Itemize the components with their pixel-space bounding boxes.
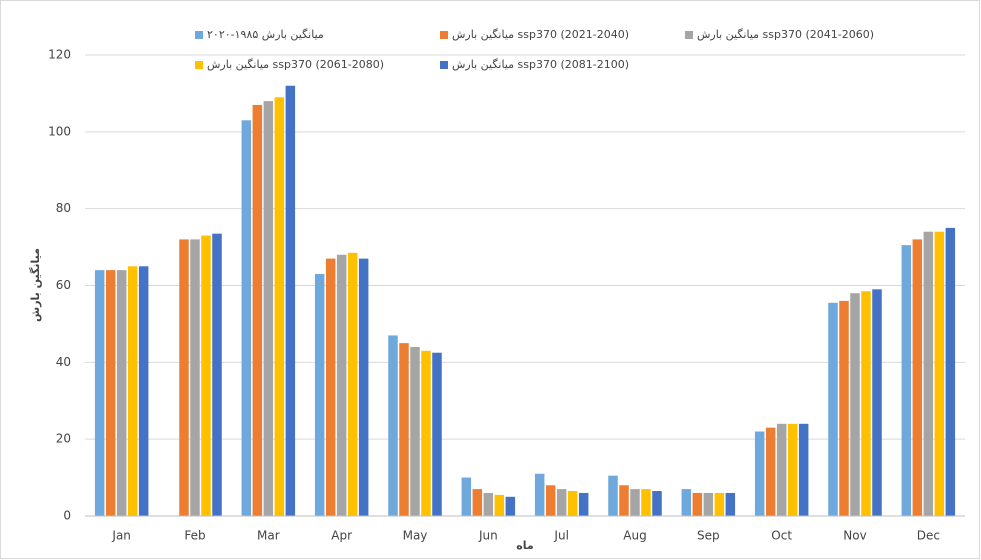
bar — [714, 492, 725, 516]
x-tick-label: Aug — [623, 529, 646, 543]
bar — [347, 252, 358, 517]
bar — [534, 473, 545, 516]
bar — [798, 423, 809, 516]
bar — [116, 270, 127, 516]
bar — [619, 485, 629, 516]
x-tick-label: Apr — [331, 529, 352, 543]
y-tick-label: 80 — [56, 201, 71, 215]
bar — [945, 227, 956, 516]
x-tick-label: Jun — [478, 529, 498, 543]
bar — [934, 231, 945, 516]
bar — [850, 293, 860, 516]
x-tick-label: Jan — [111, 529, 131, 543]
bar — [901, 245, 912, 516]
legend-swatch — [195, 61, 203, 69]
bar — [252, 104, 263, 517]
bar — [494, 494, 505, 516]
bar — [505, 496, 516, 516]
bar — [787, 423, 798, 516]
x-axis-title: ماه — [516, 539, 533, 552]
bar — [681, 489, 692, 516]
bar — [138, 266, 149, 516]
bar — [432, 352, 442, 516]
bar — [274, 97, 285, 516]
bar — [703, 492, 714, 516]
bar — [861, 291, 871, 516]
bar — [556, 489, 567, 516]
bar — [483, 492, 494, 516]
x-tick-label: Dec — [917, 529, 940, 543]
bar — [399, 343, 409, 516]
bar — [325, 258, 336, 516]
x-tick-label: Mar — [257, 529, 280, 543]
bar — [388, 335, 398, 516]
bar — [630, 489, 640, 516]
y-tick-label: 120 — [48, 48, 71, 62]
bar — [567, 491, 578, 516]
bar — [839, 300, 849, 516]
y-tick-label: 40 — [56, 355, 71, 369]
y-tick-label: 60 — [56, 278, 71, 292]
bar — [105, 270, 116, 516]
legend-label: میانگین بارش ssp370 (2081-2100) — [452, 58, 629, 71]
bar — [776, 423, 787, 516]
bar — [754, 431, 765, 516]
bar — [652, 491, 662, 516]
bar — [190, 239, 200, 516]
x-tick-label: Oct — [771, 529, 792, 543]
bar — [641, 489, 651, 516]
bar — [765, 427, 776, 516]
bar — [828, 302, 838, 516]
x-tick-label: Sep — [697, 529, 720, 543]
y-axis-title: میانگین بارش — [29, 248, 42, 322]
legend-label: میانگین بارش ۱۹۸۵-۲۰۲۰ — [207, 28, 324, 41]
bar — [472, 489, 483, 516]
bar — [358, 258, 369, 516]
y-tick-label: 100 — [48, 124, 71, 138]
bar — [725, 492, 736, 516]
legend-swatch — [685, 31, 693, 39]
bar — [912, 239, 923, 516]
bar — [179, 239, 189, 516]
legend-swatch — [195, 31, 203, 39]
legend-label: میانگین بارش ssp370 (2021-2040) — [452, 28, 629, 41]
legend-label: میانگین بارش ssp370 (2041-2060) — [697, 28, 874, 41]
bar — [923, 231, 934, 516]
bar — [545, 485, 556, 516]
x-tick-label: Nov — [843, 529, 866, 543]
bar — [127, 266, 138, 516]
bar — [410, 346, 420, 516]
bar — [94, 270, 105, 516]
x-tick-label: May — [403, 529, 428, 543]
y-tick-label: 20 — [56, 432, 71, 446]
bar — [263, 101, 274, 516]
y-tick-label: 0 — [63, 509, 71, 523]
legend-label: میانگین بارش ssp370 (2061-2080) — [207, 58, 384, 71]
bar — [241, 120, 252, 516]
bar — [421, 350, 431, 516]
legend-swatch — [440, 31, 448, 39]
bar — [212, 233, 222, 516]
bar — [461, 477, 472, 516]
bar — [314, 273, 325, 516]
bar — [872, 289, 882, 516]
x-tick-label: Jul — [553, 529, 568, 543]
bar — [578, 492, 589, 516]
bar — [608, 475, 618, 516]
bar — [201, 235, 211, 516]
bar — [336, 254, 347, 516]
bar — [692, 492, 703, 516]
legend-swatch — [440, 61, 448, 69]
bar — [285, 85, 296, 516]
x-tick-label: Feb — [184, 529, 205, 543]
